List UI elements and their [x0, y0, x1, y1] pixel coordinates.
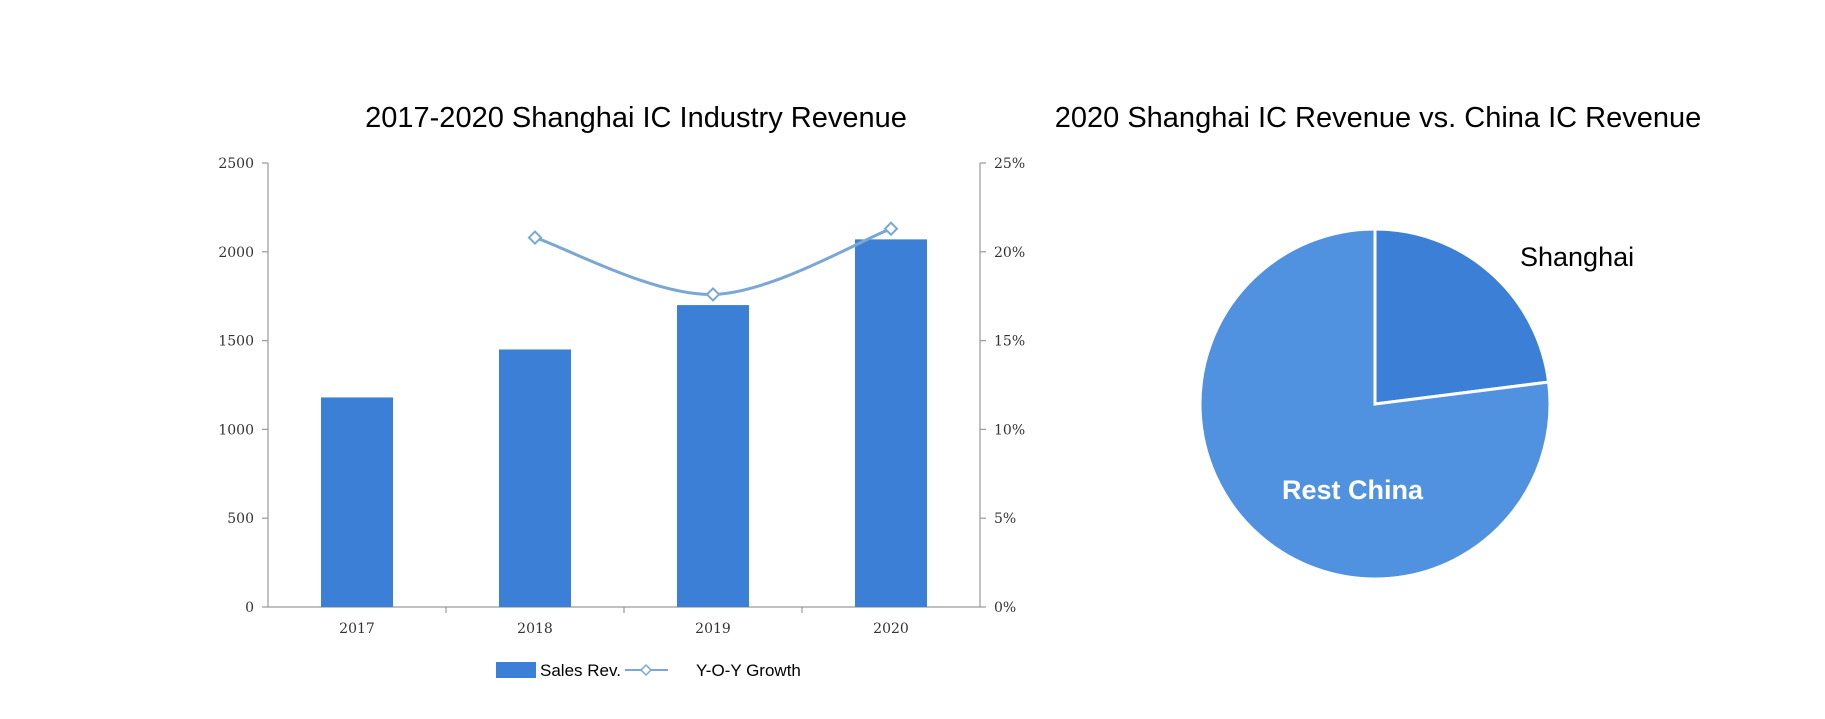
legend-swatch-sales — [496, 662, 536, 678]
left-ticks: 0 500 1000 1500 2000 2500 — [218, 156, 268, 616]
x-tick-label: 2019 — [695, 621, 731, 637]
right-tick-label: 15% — [994, 334, 1025, 350]
left-tick-label: 0 — [245, 600, 254, 616]
bar-chart-title: 2017-2020 Shanghai IC Industry Revenue — [365, 102, 907, 134]
right-tick-label: 10% — [994, 422, 1025, 438]
growth-point — [883, 221, 899, 237]
left-tick-label: 1000 — [218, 422, 254, 438]
left-tick-label: 1500 — [218, 334, 254, 350]
legend-label-growth: Y-O-Y Growth — [696, 661, 801, 680]
legend: Sales Rev. Y-O-Y Growth — [496, 661, 801, 680]
right-tick-label: 25% — [994, 156, 1025, 172]
legend-marker-growth — [639, 663, 653, 677]
bar-2018 — [499, 349, 571, 607]
pie-label-rest-china: Rest China — [1282, 475, 1424, 505]
bar-2020 — [855, 239, 927, 608]
left-tick-label: 500 — [227, 511, 254, 527]
growth-point — [527, 230, 543, 246]
x-tick-label: 2020 — [873, 621, 909, 637]
x-ticks: 2017 2018 2019 2020 — [339, 607, 909, 637]
revenue-chart: 2017-2020 Shanghai IC Industry Revenue 0… — [218, 102, 1025, 680]
bars — [321, 239, 927, 608]
right-tick-label: 5% — [994, 511, 1016, 527]
pie-label-shanghai: Shanghai — [1520, 242, 1634, 272]
pie-slice-rest-china — [1198, 227, 1552, 581]
left-tick-label: 2500 — [218, 156, 254, 172]
x-tick-label: 2017 — [339, 621, 375, 637]
growth-point — [705, 287, 721, 302]
pie-slice-shanghai — [1373, 227, 1551, 406]
right-tick-label: 20% — [994, 245, 1025, 261]
pie — [1198, 227, 1552, 581]
pie-chart-title: 2020 Shanghai IC Revenue vs. China IC Re… — [1055, 102, 1701, 134]
growth-line — [527, 221, 899, 302]
legend-label-sales: Sales Rev. — [540, 661, 621, 680]
growth-line-path — [534, 227, 892, 296]
share-pie-chart: 2020 Shanghai IC Revenue vs. China IC Re… — [1055, 102, 1701, 581]
bar-2017 — [321, 397, 393, 607]
left-tick-label: 2000 — [218, 245, 254, 261]
bar-2019 — [677, 305, 749, 607]
right-ticks: 0% 5% 10% 15% 20% 25% — [980, 156, 1025, 616]
right-tick-label: 0% — [994, 600, 1016, 616]
x-tick-label: 2018 — [517, 621, 553, 637]
